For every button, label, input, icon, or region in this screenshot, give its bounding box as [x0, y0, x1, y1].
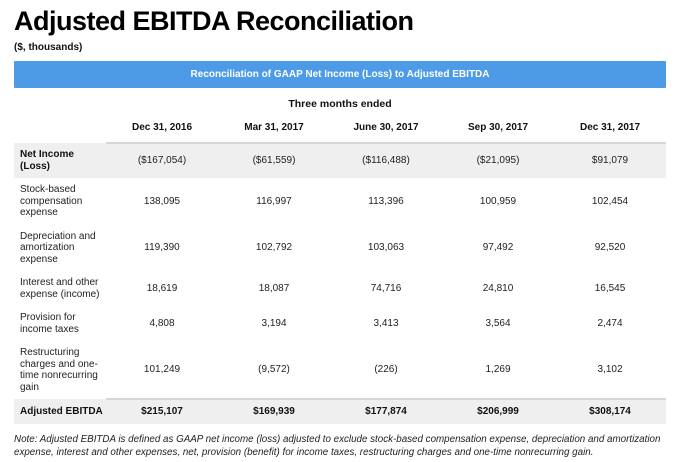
reconciliation-banner: Reconciliation of GAAP Net Income (Loss)… — [14, 61, 666, 89]
cell-value: 103,063 — [367, 242, 405, 254]
column-header: Dec 31, 2017 — [554, 114, 666, 145]
row-label: Adjusted EBITDA — [20, 405, 103, 417]
cell-value: ($61,559) — [252, 155, 296, 167]
cell-value: ($167,054) — [137, 155, 187, 167]
cell-value: $206,999 — [442, 398, 554, 424]
cell-value: 113,396 — [368, 195, 404, 207]
cell-value: 2,474 — [597, 317, 623, 329]
table-row-interest: Interest and other expense (income) 18,6… — [14, 271, 666, 306]
cell-value: 119,390 — [144, 242, 180, 254]
table-row-net-income: Net Income (Loss) ($167,054) ($61,559) (… — [14, 143, 666, 179]
row-label: Restructuring charges and one-time nonre… — [20, 347, 98, 393]
table-row-stock-comp: Stock-based compensation expense 138,095… — [14, 178, 666, 225]
cell-value: 18,619 — [146, 282, 178, 294]
cell-value: $308,174 — [554, 398, 666, 424]
page-title: Adjusted EBITDA Reconciliation — [14, 6, 414, 36]
cell-value: 24,810 — [482, 282, 514, 294]
cell-value: 74,716 — [370, 282, 402, 294]
column-header: Dec 31, 2016 — [106, 114, 218, 145]
footnote: Note: Adjusted EBITDA is defined as GAAP… — [14, 433, 661, 459]
cell-value: (226) — [374, 363, 398, 375]
table-header-row: Dec 31, 2016 Mar 31, 2017 June 30, 2017 … — [14, 114, 666, 145]
row-label: Interest and other expense (income) — [20, 277, 100, 300]
table-row-restructuring: Restructuring charges and one-time nonre… — [14, 341, 666, 399]
table-row-adjusted-ebitda: Adjusted EBITDA $215,107 $169,939 $177,8… — [14, 398, 666, 424]
row-label: Depreciation and amortization expense — [20, 230, 96, 265]
cell-value: ($21,095) — [476, 155, 520, 167]
row-label: Net Income (Loss) — [20, 149, 74, 172]
cell-value: 1,269 — [485, 363, 511, 375]
cell-value: $215,107 — [106, 398, 218, 424]
cell-value: 3,102 — [597, 363, 623, 375]
cell-value: 4,808 — [149, 317, 175, 329]
cell-value: $169,939 — [218, 398, 330, 424]
cell-value: 3,413 — [373, 317, 399, 329]
column-header: Sep 30, 2017 — [442, 114, 554, 145]
corner-cell — [14, 114, 106, 143]
cell-value: 116,997 — [256, 195, 292, 207]
cell-value: 101,249 — [143, 363, 181, 375]
cell-value: ($116,488) — [362, 155, 410, 167]
column-header: June 30, 2017 — [330, 114, 442, 145]
cell-value: 102,454 — [591, 195, 629, 207]
row-label: Stock-based compensation expense — [20, 184, 83, 219]
reconciliation-table: Dec 31, 2016 Mar 31, 2017 June 30, 2017 … — [14, 114, 666, 424]
cell-value: 18,087 — [258, 282, 290, 294]
row-label: Provision for income taxes — [20, 312, 79, 335]
cell-value: 100,959 — [479, 195, 517, 207]
units-subtitle: ($, thousands) — [14, 42, 83, 54]
cell-value: 3,564 — [485, 317, 511, 329]
page: Adjusted EBITDA Reconciliation ($, thous… — [0, 6, 680, 460]
period-header: Three months ended — [288, 98, 392, 111]
cell-value: 3,194 — [261, 317, 287, 329]
cell-value: 92,520 — [594, 242, 626, 254]
table-row-depreciation: Depreciation and amortization expense 11… — [14, 225, 666, 272]
cell-value: $177,874 — [330, 398, 442, 424]
cell-value: 138,095 — [143, 195, 181, 207]
cell-value: 102,792 — [255, 242, 293, 254]
cell-value: 97,492 — [482, 242, 514, 254]
cell-value: $91,079 — [591, 155, 629, 167]
cell-value: (9,572) — [258, 363, 290, 375]
column-header: Mar 31, 2017 — [218, 114, 330, 145]
cell-value: 16,545 — [594, 282, 626, 294]
table-row-taxes: Provision for income taxes 4,808 3,194 3… — [14, 306, 666, 341]
